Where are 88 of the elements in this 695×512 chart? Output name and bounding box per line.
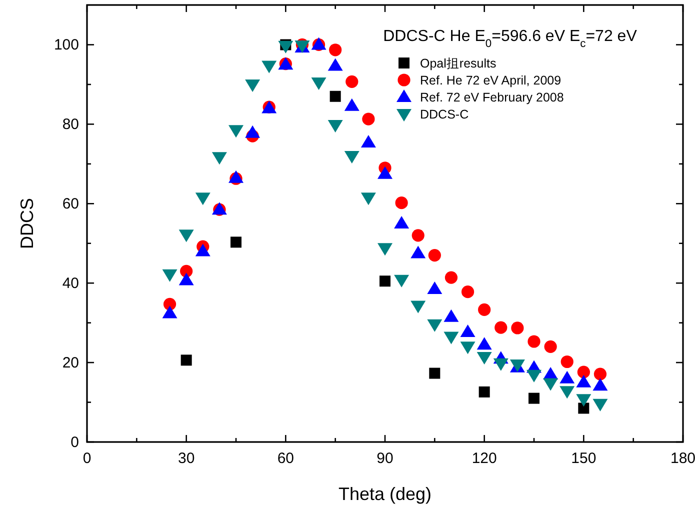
point	[195, 192, 210, 206]
point	[544, 340, 557, 353]
point	[576, 394, 592, 407]
point	[328, 58, 343, 71]
point	[444, 271, 458, 284]
point	[478, 303, 491, 316]
point	[526, 370, 542, 382]
point	[528, 335, 540, 348]
point	[410, 246, 426, 258]
point	[195, 244, 210, 256]
point	[212, 152, 227, 165]
point	[395, 196, 408, 210]
point	[178, 230, 194, 242]
point	[380, 276, 390, 287]
legend-label: Opal抯results	[420, 56, 496, 70]
y-tick-label: 20	[62, 354, 79, 372]
y-axis-title: DDCS	[17, 198, 37, 250]
point	[410, 300, 426, 314]
point	[245, 79, 260, 92]
point	[494, 321, 508, 334]
point	[180, 264, 193, 278]
point	[311, 77, 326, 90]
point	[346, 75, 358, 88]
point	[560, 386, 575, 399]
point	[278, 40, 294, 54]
point	[394, 274, 410, 288]
point	[378, 166, 392, 179]
point	[560, 355, 574, 368]
point	[228, 125, 244, 138]
point	[330, 90, 341, 102]
point	[427, 319, 442, 332]
point	[578, 402, 590, 414]
point	[592, 398, 608, 412]
x-tick-label: 0	[82, 450, 92, 467]
x-tick-label: 30	[178, 450, 195, 467]
y-tick-label: 100	[54, 36, 79, 54]
point	[543, 378, 558, 391]
text: DDCS-C He E$_{0}$=596.6 eV E$_{c}$=72 eV	[383, 28, 638, 50]
point	[344, 98, 360, 111]
point	[428, 248, 441, 262]
x-axis-title: Theta (deg)	[338, 484, 432, 504]
point	[162, 269, 178, 282]
point	[478, 386, 490, 398]
point	[476, 352, 492, 364]
legend-label: Ref. He 72 eV April, 2009	[420, 74, 562, 88]
point	[360, 134, 376, 148]
point	[378, 243, 392, 256]
x-tick-label: 180	[670, 450, 695, 467]
legend-label: Ref. 72 eV February 2008	[420, 90, 564, 104]
point	[230, 236, 242, 248]
point	[592, 378, 608, 391]
point	[178, 272, 194, 286]
point	[444, 309, 459, 322]
point	[162, 306, 178, 318]
point	[180, 354, 192, 366]
y-tick-label: 80	[62, 116, 79, 134]
point	[328, 120, 343, 132]
point	[394, 216, 410, 228]
point	[429, 368, 440, 379]
point	[461, 286, 474, 298]
point	[460, 342, 476, 354]
point	[460, 324, 476, 337]
point	[476, 337, 492, 350]
point	[360, 192, 376, 206]
point	[493, 358, 508, 371]
x-tick-label: 90	[376, 450, 394, 467]
point	[262, 60, 277, 74]
y-tick-label: 60	[62, 196, 79, 213]
legend-label: DDCS-C	[420, 108, 469, 122]
point	[344, 150, 360, 164]
x-tick-label: 120	[472, 450, 497, 467]
point	[163, 298, 176, 310]
point	[511, 322, 524, 334]
point	[362, 112, 375, 126]
x-tick-label: 60	[277, 450, 294, 467]
point	[412, 229, 424, 242]
point	[444, 332, 459, 344]
point	[576, 374, 592, 388]
point	[594, 368, 607, 380]
y-tick-label: 0	[70, 434, 79, 451]
point	[427, 282, 442, 294]
point	[560, 370, 575, 384]
point	[245, 125, 260, 138]
point	[577, 366, 590, 378]
y-tick-label: 40	[62, 275, 79, 292]
x-tick-label: 150	[571, 450, 596, 467]
point	[528, 392, 540, 404]
point	[329, 44, 342, 56]
